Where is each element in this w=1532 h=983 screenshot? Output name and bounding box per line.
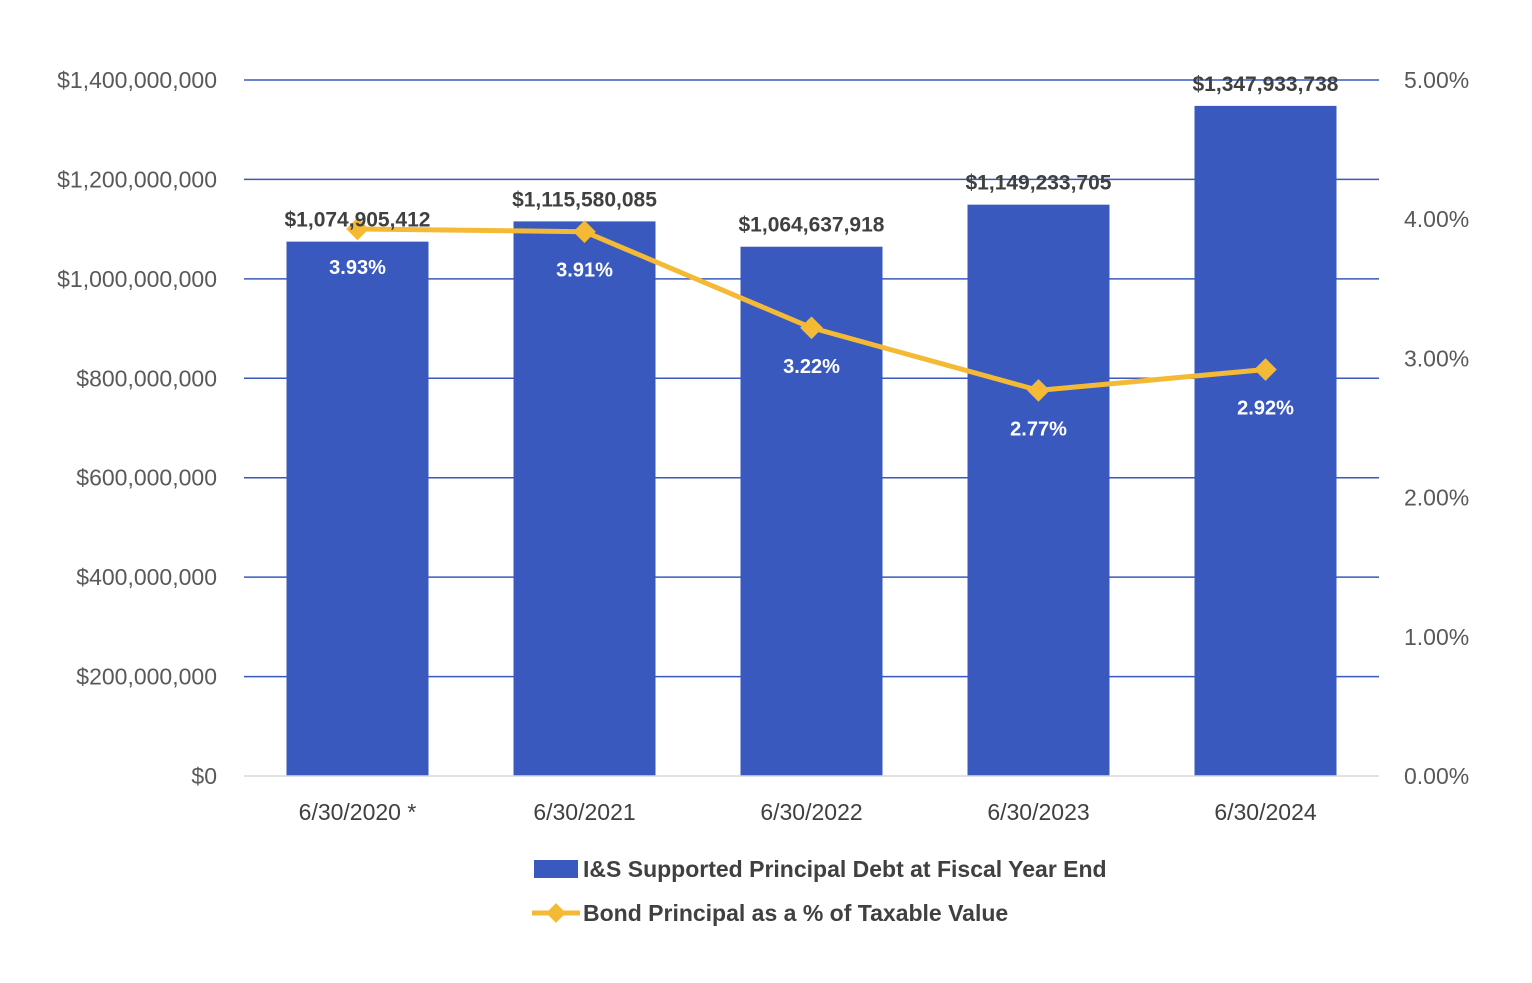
bar — [967, 204, 1110, 776]
percent-value-label: 2.77% — [1010, 418, 1067, 440]
left-tick-label: $600,000,000 — [76, 465, 217, 491]
line-marker — [1027, 379, 1050, 402]
bar-value-label: $1,347,933,738 — [1193, 73, 1339, 96]
right-tick-label: 3.00% — [1404, 345, 1469, 371]
x-axis: 6/30/2020 * 6/30/2021 6/30/2022 6/30/2023 6/… — [244, 775, 1379, 825]
bars — [286, 105, 1337, 776]
bar-value-label: $1,074,905,412 — [285, 209, 431, 232]
left-tick-label: $200,000,000 — [76, 664, 217, 690]
legend-bar-swatch — [534, 860, 578, 878]
bar-value-label: $1,115,580,085 — [512, 188, 657, 211]
category-label: 6/30/2021 — [533, 799, 635, 825]
percent-value-label: 3.93% — [329, 257, 386, 279]
line-marker — [800, 316, 823, 340]
left-tick-label: $1,200,000,000 — [57, 166, 217, 192]
bar — [286, 241, 429, 776]
bar — [1194, 105, 1337, 776]
category-label: 6/30/2020 * — [299, 799, 417, 825]
left-axis: $0 $200,000,000 $400,000,000 $600,000,000 $8… — [57, 67, 217, 789]
right-tick-label: 1.00% — [1404, 624, 1469, 650]
right-tick-label: 0.00% — [1404, 763, 1469, 789]
category-label: 6/30/2024 — [1214, 799, 1317, 825]
bar — [513, 221, 656, 776]
left-tick-label: $1,400,000,000 — [57, 67, 217, 93]
bar-value-label: $1,149,233,705 — [966, 172, 1112, 195]
right-axis: 0.00% 1.00% 2.00% 3.00% 4.00% 5.00% — [1404, 67, 1469, 789]
right-tick-label: 4.00% — [1404, 206, 1469, 232]
right-tick-label: 2.00% — [1404, 485, 1469, 511]
category-label: 6/30/2023 — [987, 799, 1089, 825]
left-tick-label: $0 — [191, 763, 217, 789]
bar-value-label: $1,064,637,918 — [739, 214, 885, 237]
percent-value-label: 2.92% — [1237, 398, 1294, 420]
data-labels: $1,074,905,412 $1,115,580,085 $1,064,637,9… — [285, 73, 1339, 441]
left-tick-label: $400,000,000 — [76, 564, 217, 590]
left-tick-label: $1,000,000,000 — [57, 266, 217, 292]
legend-bar-label: I&S Supported Principal Debt at Fiscal Y… — [583, 856, 1107, 882]
percent-value-label: 3.22% — [783, 356, 840, 378]
left-tick-label: $800,000,000 — [76, 365, 217, 391]
legend: I&S Supported Principal Debt at Fiscal Y… — [532, 856, 1107, 926]
category-label: 6/30/2022 — [760, 799, 862, 825]
line-marker — [1254, 358, 1277, 381]
percent-value-label: 3.91% — [556, 260, 613, 282]
legend-line-label: Bond Principal as a % of Taxable Value — [583, 900, 1008, 926]
right-tick-label: 5.00% — [1404, 67, 1469, 93]
legend-line-marker — [546, 903, 566, 923]
